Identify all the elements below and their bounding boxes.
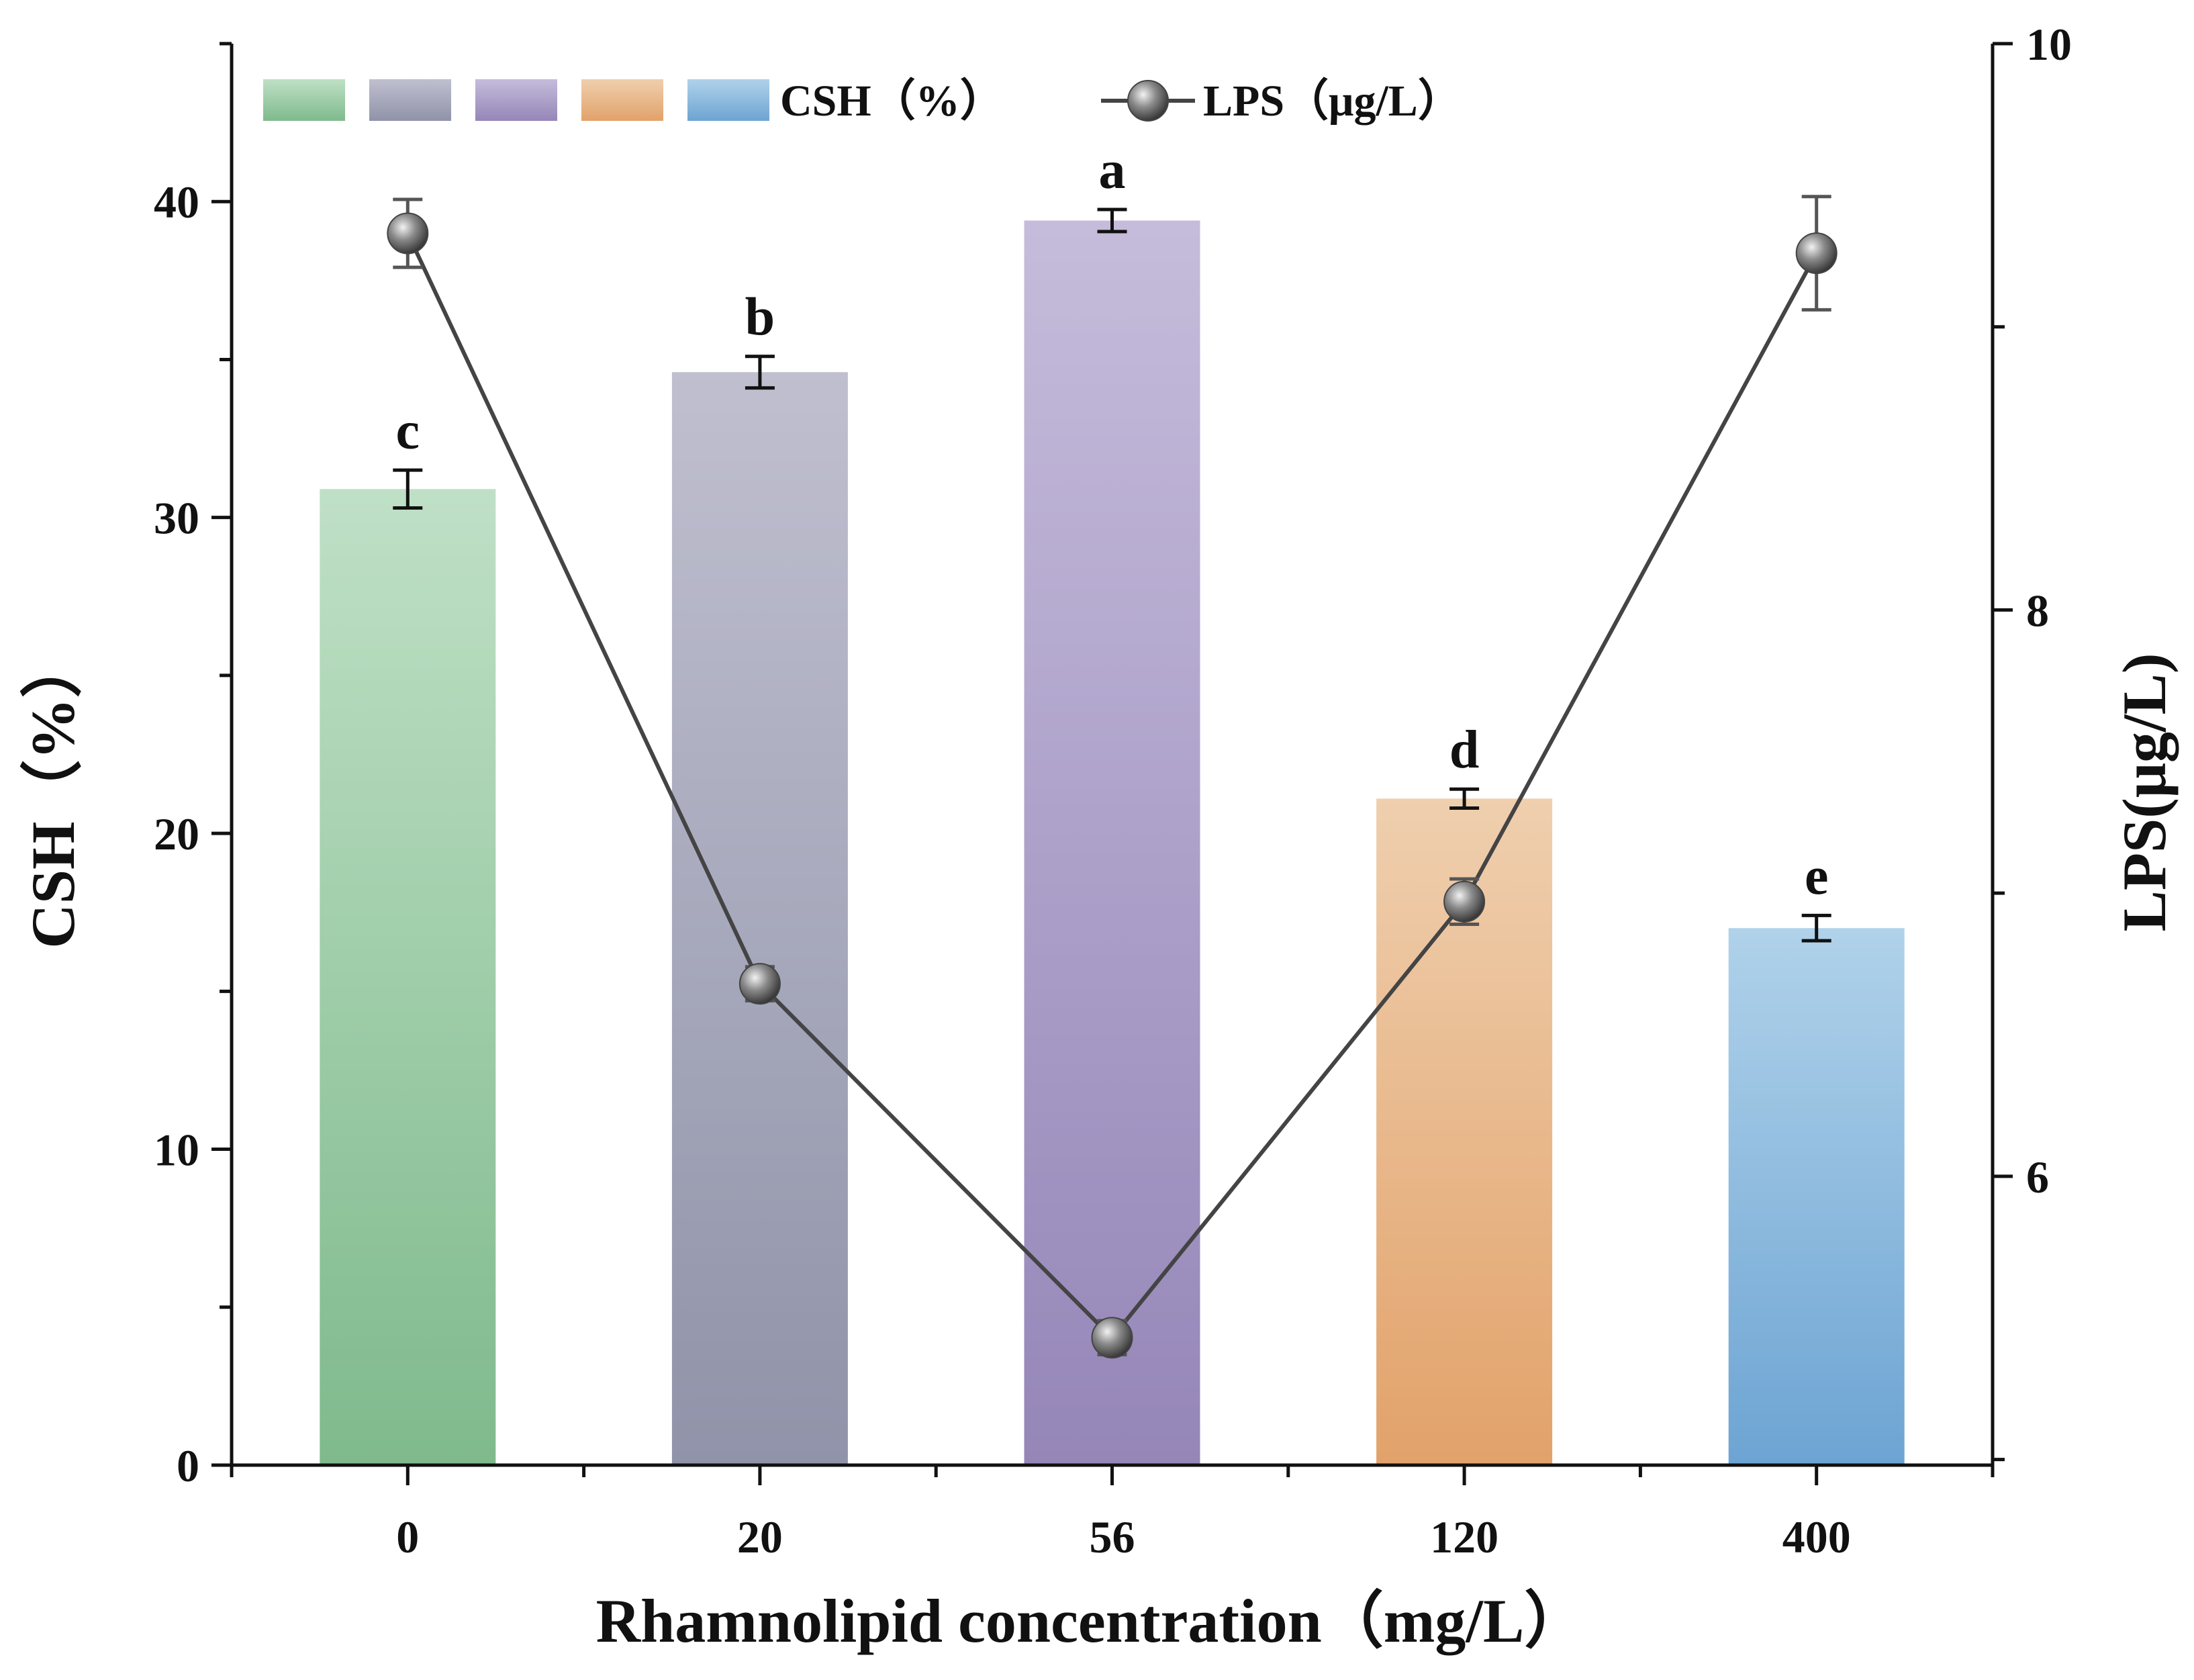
x-axis-title: Rhamnolipid concentration（mg/L） [596,1587,1586,1655]
legend-lps-label: LPS（μg/L） [1203,76,1462,126]
legend-csh-label: CSH（%） [780,76,1004,126]
csh-error-bar-0 [393,468,423,510]
significance-label-0: c [396,402,420,461]
right-tick-label-8: 8 [2026,585,2049,636]
csh-bar-20 [671,372,848,1465]
x-tick-label-400: 400 [1782,1511,1851,1562]
left-tick-label-10: 10 [154,1125,199,1176]
bars-layer: c b a d e [320,141,1905,1466]
right-tick-label-10: 10 [2026,19,2072,70]
left-tick-label-0: 0 [177,1440,199,1491]
x-tick-label-20: 20 [737,1511,783,1562]
csh-bar-0 [320,489,496,1465]
csh-error-bar-120 [1449,787,1480,810]
left-tick-label-20: 20 [154,808,199,859]
legend-swatch-56 [475,79,557,121]
significance-label-400: e [1805,847,1829,906]
lps-line-layer [387,195,1838,1359]
legend-swatch-20 [369,79,451,121]
axes-layer: 0 10 20 30 40 6 8 10 0 20 56 120 400 [154,19,2072,1562]
legend: CSH（%） LPS（μg/L） [263,76,1462,126]
legend-swatch-0 [263,79,345,121]
x-tick-label-56: 56 [1090,1511,1135,1562]
csh-error-bar-20 [745,355,775,390]
left-axis-title: CSH（%） [19,636,87,948]
legend-swatch-120 [581,79,663,121]
significance-label-56: a [1099,141,1126,200]
lps-point-120 [1443,880,1486,923]
right-axis-title: LPS(μg/L) [2110,653,2179,931]
csh-bar-56 [1024,220,1200,1466]
csh-error-bar-56 [1097,207,1127,234]
significance-label-20: b [745,288,775,347]
x-tick-label-120: 120 [1430,1511,1498,1562]
right-tick-label-6: 6 [2026,1152,2049,1203]
legend-lps-marker-icon [1127,80,1169,122]
lps-point-56 [1091,1317,1133,1359]
x-tick-label-0: 0 [396,1511,419,1562]
left-tick-label-30: 30 [154,493,199,544]
csh-error-bar-400 [1801,913,1831,943]
significance-label-120: d [1449,720,1480,780]
legend-bar-swatches [263,79,769,121]
legend-swatch-400 [687,79,769,121]
lps-point-400 [1795,232,1838,275]
csh-bar-400 [1728,928,1905,1465]
lps-point-20 [738,963,781,1005]
lps-point-0 [387,212,429,254]
left-tick-label-40: 40 [154,177,199,228]
